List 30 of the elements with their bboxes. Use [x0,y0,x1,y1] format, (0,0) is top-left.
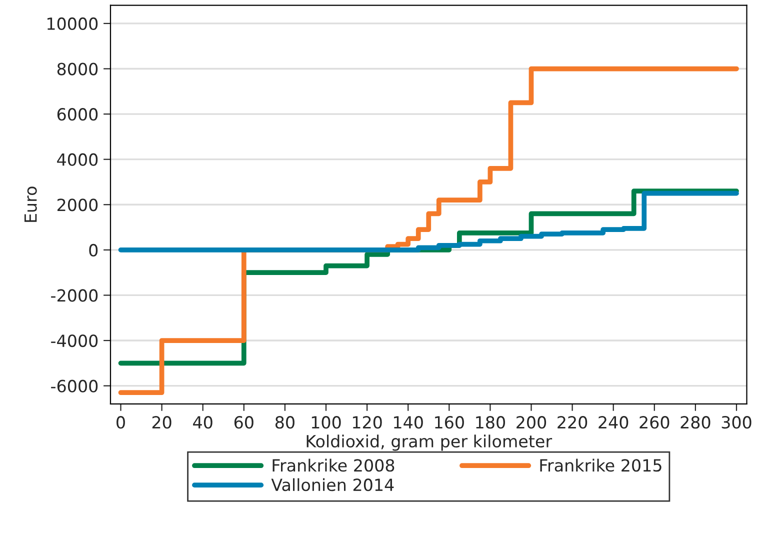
x-tick-label: 300 [722,416,752,429]
x-tick-label: 0 [116,416,125,429]
x-tick-label: 120 [352,416,382,429]
y-tick-label: -4000 [51,334,98,348]
x-tick-label: 80 [275,416,294,429]
y-axis-title: Euro [24,186,37,222]
x-axis-title: Koldioxid, gram per kilometer [306,434,552,451]
y-tick-label: 6000 [57,108,98,121]
legend-label: Frankrike 2008 [272,458,394,472]
x-tick-label: 20 [152,416,172,429]
x-tick-label: 280 [680,416,710,429]
legend-label: Vallonien 2014 [271,478,394,492]
y-tick-label: 8000 [57,62,98,76]
x-tick-label: 240 [598,416,628,429]
x-tick-label: 140 [394,416,423,429]
y-tick-label: 10000 [47,17,98,30]
x-tick-label: 220 [558,416,588,429]
x-tick-label: 40 [193,416,212,429]
x-tick-label: 200 [516,416,546,429]
x-tick-label: 160 [435,416,464,429]
legend-label: Frankrike 2015 [540,458,662,472]
y-tick-label: -2000 [51,289,98,302]
x-tick-label: 180 [476,416,505,429]
y-tick-label: 4000 [57,153,98,166]
y-tick-label: -6000 [51,380,98,392]
y-tick-label: 2000 [57,198,98,212]
x-tick-label: 60 [234,416,254,429]
x-tick-label: 100 [312,416,341,429]
x-tick-label: 260 [640,416,670,429]
y-tick-label: 0 [89,244,98,256]
